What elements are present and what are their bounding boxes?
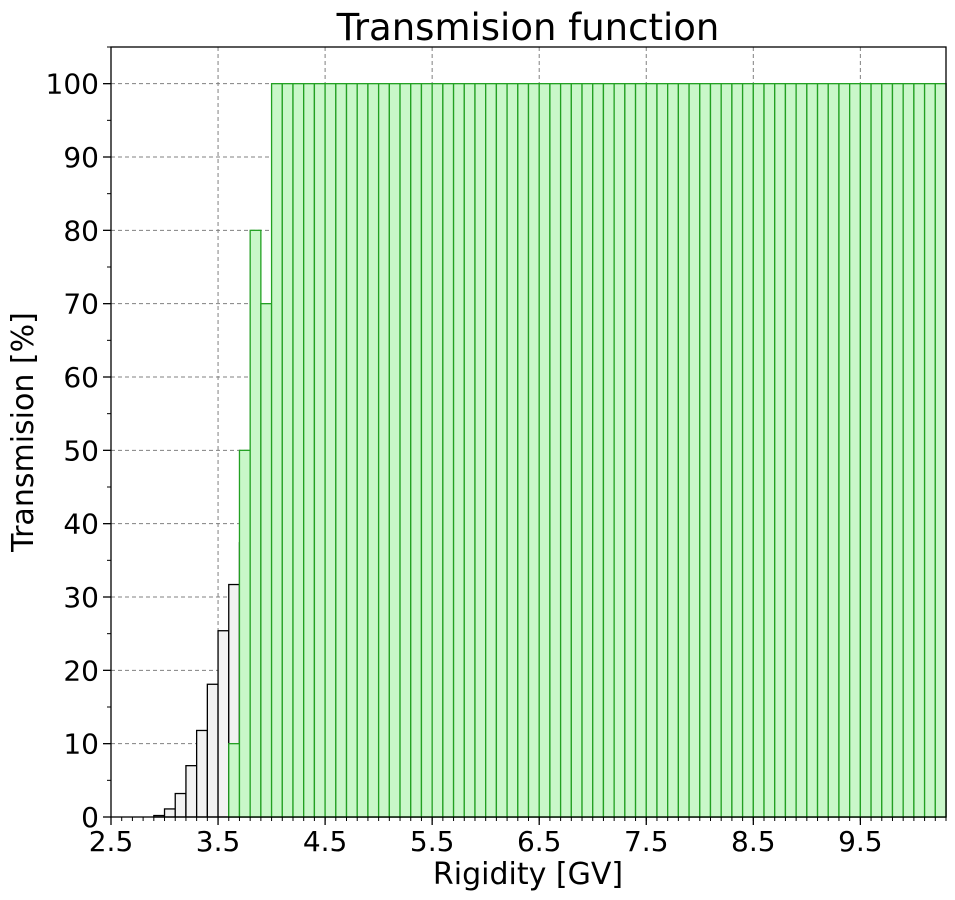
green-bar bbox=[891, 83, 904, 818]
y-tick-label: 80 bbox=[63, 214, 99, 247]
x-tick-label: 6.5 bbox=[517, 825, 562, 858]
green-bar bbox=[431, 83, 444, 818]
green-bar bbox=[270, 83, 283, 818]
green-bar bbox=[859, 83, 872, 818]
green-bar bbox=[303, 83, 316, 818]
green-bar bbox=[634, 83, 647, 818]
green-bar bbox=[463, 83, 476, 818]
green-bar bbox=[388, 83, 401, 818]
green-bar bbox=[517, 83, 530, 818]
y-tick-label: 50 bbox=[63, 434, 99, 467]
green-bar bbox=[645, 83, 658, 818]
green-bar bbox=[495, 83, 508, 818]
green-bar bbox=[613, 83, 626, 818]
y-tick-label: 70 bbox=[63, 288, 99, 321]
green-bar bbox=[549, 83, 562, 818]
green-bar bbox=[774, 83, 787, 818]
green-series bbox=[228, 83, 947, 818]
green-bar bbox=[485, 83, 498, 818]
green-bar bbox=[923, 83, 936, 818]
gray-bar bbox=[217, 630, 230, 818]
green-bar bbox=[752, 83, 765, 818]
green-bar bbox=[784, 83, 797, 818]
green-bar bbox=[763, 83, 776, 818]
gray-bar bbox=[174, 792, 187, 818]
green-bar bbox=[838, 83, 851, 818]
green-bar bbox=[452, 83, 465, 818]
green-bar bbox=[506, 83, 519, 818]
green-bar bbox=[399, 83, 412, 818]
green-bar bbox=[324, 83, 337, 818]
x-tick-label: 9.5 bbox=[838, 825, 883, 858]
gray-bar bbox=[195, 729, 208, 818]
green-bar bbox=[870, 83, 883, 818]
y-tick-label: 0 bbox=[81, 801, 99, 834]
y-tick-label: 30 bbox=[63, 581, 99, 614]
green-bar bbox=[238, 449, 251, 818]
green-bar bbox=[345, 83, 358, 818]
green-bar bbox=[377, 83, 390, 818]
x-tick-label: 4.5 bbox=[303, 825, 348, 858]
green-bar bbox=[656, 83, 669, 818]
green-bar bbox=[592, 83, 605, 818]
y-tick-label: 100 bbox=[46, 68, 99, 101]
green-bar bbox=[570, 83, 583, 818]
green-bar bbox=[581, 83, 594, 818]
green-bar bbox=[410, 83, 423, 818]
green-bar bbox=[335, 83, 348, 818]
x-tick-label: 8.5 bbox=[731, 825, 776, 858]
green-bar bbox=[228, 743, 241, 818]
green-bar bbox=[356, 83, 369, 818]
green-bar bbox=[720, 83, 733, 818]
green-bar bbox=[731, 83, 744, 818]
green-bar bbox=[367, 83, 380, 818]
green-bar bbox=[602, 83, 615, 818]
gray-bar bbox=[163, 808, 176, 818]
green-bar bbox=[806, 83, 819, 818]
green-bar bbox=[902, 83, 915, 818]
chart-title: Transmision function bbox=[336, 6, 720, 49]
green-bar bbox=[281, 83, 294, 818]
y-axis-label: Transmision [%] bbox=[6, 312, 41, 553]
green-bar bbox=[795, 83, 808, 818]
green-bar bbox=[559, 83, 572, 818]
y-tick-label: 60 bbox=[63, 361, 99, 394]
green-bar bbox=[538, 83, 551, 818]
gray-bar bbox=[185, 765, 198, 818]
y-tick-label: 90 bbox=[63, 141, 99, 174]
green-bar bbox=[667, 83, 680, 818]
green-bar bbox=[474, 83, 487, 818]
axis-ticks: 2.5 3.5 4.5 5.5 6.5 7.5 8.5 9.5 0 10 20 30 40 50 60 70 8… bbox=[46, 46, 947, 858]
green-bar bbox=[709, 83, 722, 818]
x-tick-label: 7.5 bbox=[624, 825, 669, 858]
green-bar bbox=[881, 83, 894, 818]
green-bar bbox=[624, 83, 637, 818]
y-tick-label: 10 bbox=[63, 728, 99, 761]
green-bar bbox=[677, 83, 690, 818]
green-bar bbox=[934, 83, 947, 818]
green-bar bbox=[827, 83, 840, 818]
green-bar bbox=[420, 83, 433, 818]
green-bar bbox=[292, 83, 305, 818]
y-tick-label: 40 bbox=[63, 508, 99, 541]
green-bar bbox=[313, 83, 326, 818]
green-bar bbox=[249, 229, 262, 818]
green-bar bbox=[442, 83, 455, 818]
green-bar bbox=[849, 83, 862, 818]
green-bar bbox=[699, 83, 712, 818]
green-bar bbox=[260, 303, 273, 818]
x-axis-label: Rigidity [GV] bbox=[433, 857, 623, 892]
x-tick-label: 5.5 bbox=[410, 825, 455, 858]
green-bar bbox=[688, 83, 701, 818]
y-tick-label: 20 bbox=[63, 654, 99, 687]
green-bar bbox=[816, 83, 829, 818]
gray-bar bbox=[206, 683, 219, 818]
green-bar bbox=[741, 83, 754, 818]
green-bar bbox=[913, 83, 926, 818]
green-bar bbox=[527, 83, 540, 818]
x-tick-label: 2.5 bbox=[89, 825, 134, 858]
x-tick-label: 3.5 bbox=[196, 825, 241, 858]
